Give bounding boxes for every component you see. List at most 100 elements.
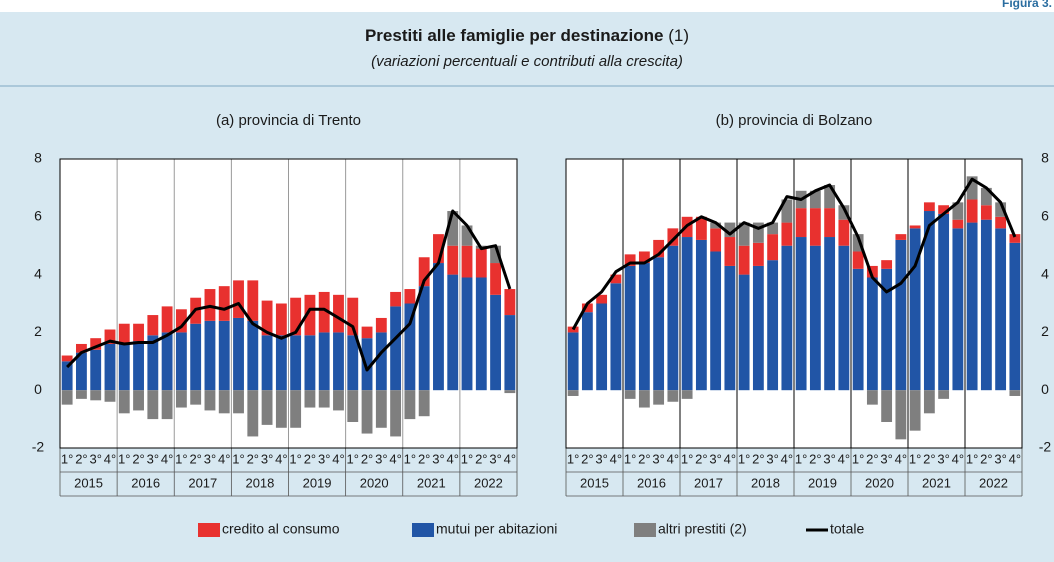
bar (895, 390, 907, 440)
x-tick-label: 1° (909, 451, 921, 466)
bar (304, 294, 316, 336)
x-tick-label: 2° (695, 451, 707, 466)
bar (190, 323, 202, 391)
x-tick-label: 3° (261, 451, 273, 466)
bar (809, 190, 821, 209)
x-tick-label: 3° (595, 451, 607, 466)
x-tick-label: 1° (966, 451, 978, 466)
bar (261, 300, 273, 336)
x-group-label: 2019 (808, 475, 837, 490)
x-tick-label: 3° (766, 451, 778, 466)
legend-label: altri prestiti (2) (658, 521, 747, 537)
bar (809, 208, 821, 246)
bar (881, 260, 893, 269)
bar (895, 234, 907, 240)
bar (567, 390, 579, 396)
bar (866, 265, 878, 278)
bar (809, 245, 821, 391)
x-tick-label: 4° (952, 451, 964, 466)
y-tick-label: 0 (1041, 381, 1049, 397)
bar (695, 239, 707, 391)
x-group-label: 2020 (865, 475, 894, 490)
bar (404, 303, 416, 391)
bar (275, 303, 287, 336)
bar (980, 219, 992, 391)
bar (667, 245, 679, 391)
bar (175, 332, 187, 391)
bar (175, 390, 187, 408)
x-tick-label: 2° (304, 451, 316, 466)
bar (1009, 234, 1021, 243)
x-group-label: 2022 (979, 475, 1008, 490)
y-tick-label: 8 (1041, 150, 1049, 166)
bar (247, 320, 259, 391)
bar (966, 176, 978, 200)
x-tick-label: 3° (147, 451, 159, 466)
bar (738, 222, 750, 246)
bar (133, 341, 144, 391)
bar (304, 335, 316, 391)
bar (504, 289, 516, 316)
bar (475, 277, 487, 391)
bar (133, 390, 144, 411)
x-tick-label: 1° (175, 451, 187, 466)
figure-label: Figura 3. (1002, 0, 1052, 10)
x-tick-label: 4° (447, 451, 459, 466)
bar (204, 320, 216, 391)
bar (361, 390, 373, 434)
bar (275, 390, 287, 428)
bar (667, 228, 679, 246)
bar (795, 208, 807, 238)
bar (247, 390, 259, 437)
bar (767, 222, 779, 235)
bar (61, 361, 73, 391)
x-tick-label: 2° (581, 451, 593, 466)
x-group-label: 2016 (131, 475, 160, 490)
bar (490, 245, 502, 264)
x-tick-label: 2° (247, 451, 259, 466)
x-tick-label: 3° (89, 451, 101, 466)
bar (161, 390, 173, 420)
x-tick-label: 2° (866, 451, 878, 466)
x-tick-label: 1° (795, 451, 807, 466)
x-tick-label: 3° (489, 451, 501, 466)
bar (738, 274, 750, 391)
bar (390, 390, 402, 437)
bar (75, 343, 87, 353)
bar (838, 219, 850, 246)
bar (824, 185, 836, 209)
bar (418, 286, 430, 391)
bar (581, 303, 593, 313)
bar (710, 228, 722, 252)
bar (995, 228, 1007, 391)
y-tick-label: 4 (34, 265, 42, 281)
y-tick-label: -2 (1039, 439, 1052, 455)
bar (204, 390, 216, 411)
x-tick-label: 4° (838, 451, 850, 466)
bar (461, 245, 473, 278)
bar (781, 222, 793, 246)
bar (233, 280, 244, 318)
x-group-label: 2015 (580, 475, 609, 490)
bar (390, 306, 402, 391)
bar (909, 225, 921, 229)
bar (938, 205, 950, 214)
bar (118, 323, 130, 344)
bar (261, 335, 273, 391)
bar (147, 315, 159, 336)
bar (147, 335, 159, 391)
x-tick-label: 3° (432, 451, 444, 466)
bar (596, 303, 608, 391)
bar (681, 390, 693, 399)
bar (418, 257, 430, 287)
bar (104, 390, 116, 402)
x-tick-label: 3° (375, 451, 387, 466)
x-tick-label: 1° (289, 451, 301, 466)
x-tick-label: 2° (475, 451, 487, 466)
panel-title: (b) provincia di Bolzano (716, 112, 873, 129)
bar (304, 390, 316, 408)
x-tick-label: 4° (610, 451, 622, 466)
x-tick-label: 2° (809, 451, 821, 466)
bar (461, 225, 473, 246)
